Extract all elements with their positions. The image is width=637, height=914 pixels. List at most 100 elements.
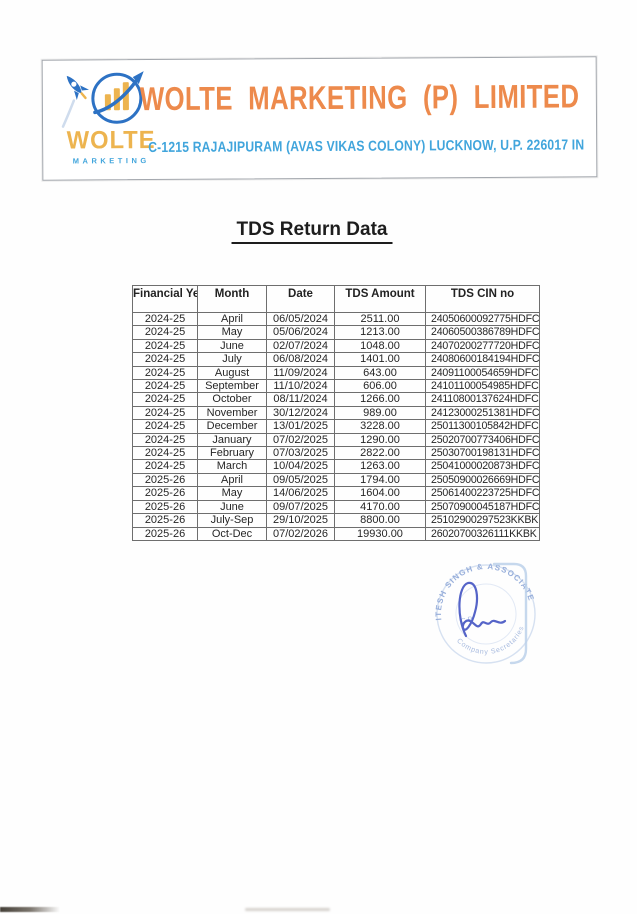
cell-tds-amount: 1794.00 bbox=[334, 472, 426, 488]
cell-tds-amount: 643.00 bbox=[334, 365, 426, 381]
cell-month: July-Sep bbox=[197, 513, 267, 528]
cell-financial-year: 2025-26 bbox=[132, 486, 198, 501]
table-row: 2024-25 April 06/05/2024 2511.00 24050600092… bbox=[132, 311, 540, 327]
cell-date: 07/02/2026 bbox=[266, 526, 335, 541]
cell-month: June bbox=[197, 338, 267, 354]
table-row: 2024-25 November 30/12/2024 989.00 241230002… bbox=[132, 405, 540, 421]
cell-financial-year: 2024-25 bbox=[132, 419, 198, 434]
cell-tds-amount: 8800.00 bbox=[334, 513, 426, 528]
cell-month: February bbox=[197, 446, 267, 461]
cell-month: March bbox=[197, 459, 267, 474]
cell-financial-year: 2024-25 bbox=[132, 352, 198, 367]
cell-financial-year: 2025-26 bbox=[132, 526, 198, 541]
cell-financial-year: 2024-25 bbox=[132, 459, 198, 474]
cell-tds-cin: 25070900045187HDFC bbox=[425, 499, 540, 515]
cell-tds-cin: 24070200277720HDFC bbox=[425, 338, 540, 354]
table-row: 2024-25 July 06/08/2024 1401.00 240806001841… bbox=[132, 352, 540, 367]
table-row: 2024-25 August 11/09/2024 643.00 24091100054… bbox=[132, 365, 540, 381]
cell-date: 13/01/2025 bbox=[266, 419, 335, 434]
cell-financial-year: 2024-25 bbox=[132, 379, 198, 394]
letterhead: WOLTE MARKETING WOLTE MARKETING (P) LIMI… bbox=[41, 56, 598, 181]
cell-month: May bbox=[197, 486, 267, 501]
table-row: 2025-26 Oct-Dec 07/02/2026 19930.00 26020700… bbox=[132, 526, 540, 541]
page-title: TDS Return Data bbox=[231, 219, 393, 244]
cell-tds-cin: 25030700198131HDFC bbox=[425, 446, 540, 461]
company-address: C-1215 RAJAJIPURAM (AVAS VIKAS COLONY) L… bbox=[148, 137, 585, 157]
company-name: WOLTE MARKETING (P) LIMITED bbox=[139, 77, 580, 118]
cell-financial-year: 2024-25 bbox=[132, 446, 198, 461]
cell-financial-year: 2024-25 bbox=[132, 365, 198, 381]
scan-smudge-left bbox=[0, 907, 60, 912]
cell-date: 30/12/2024 bbox=[266, 405, 335, 421]
sticker-corner-line bbox=[492, 562, 528, 665]
cell-date: 29/10/2025 bbox=[266, 513, 335, 528]
tds-table-body: 2024-25 April 06/05/2024 2511.00 24050600092… bbox=[132, 311, 540, 541]
cell-tds-amount: 2511.00 bbox=[334, 311, 426, 327]
cell-tds-amount: 19930.00 bbox=[334, 526, 426, 541]
cell-month: April bbox=[197, 472, 267, 488]
cell-date: 07/03/2025 bbox=[266, 446, 335, 461]
table-row: 2024-25 December 13/01/2025 3228.00 25011300… bbox=[132, 419, 540, 434]
table-row: 2025-26 June 09/07/2025 4170.00 250709000451… bbox=[132, 499, 540, 515]
cell-tds-cin: 25020700773406HDFC bbox=[425, 432, 540, 448]
table-row: 2024-25 September 11/10/2024 606.00 24101100… bbox=[132, 379, 540, 394]
cell-financial-year: 2024-25 bbox=[132, 432, 198, 448]
cell-tds-cin: 24091100054659HDFC bbox=[425, 365, 540, 381]
cell-tds-amount: 4170.00 bbox=[334, 499, 426, 515]
cell-date: 07/02/2025 bbox=[266, 432, 335, 448]
cell-date: 02/07/2024 bbox=[266, 338, 335, 354]
cell-tds-amount: 1401.00 bbox=[334, 352, 426, 367]
cell-financial-year: 2025-26 bbox=[132, 499, 198, 515]
company-logo: WOLTE MARKETING bbox=[53, 64, 166, 177]
cell-tds-cin: 25050900026669HDFC bbox=[425, 472, 540, 488]
header-date: Date bbox=[266, 285, 335, 313]
cell-tds-cin: 25011300105842HDFC bbox=[425, 419, 540, 434]
cell-financial-year: 2024-25 bbox=[132, 311, 198, 327]
cell-tds-cin: 25041000020873HDFC bbox=[425, 459, 540, 474]
cell-date: 06/05/2024 bbox=[266, 311, 335, 327]
cell-date: 11/10/2024 bbox=[266, 379, 335, 394]
logo-brand-text: WOLTE bbox=[66, 126, 156, 155]
cell-month: September bbox=[197, 379, 267, 394]
cell-tds-amount: 1266.00 bbox=[334, 392, 426, 407]
cell-date: 14/06/2025 bbox=[266, 486, 335, 501]
cell-tds-amount: 3228.00 bbox=[334, 419, 426, 434]
cell-tds-cin: 24123000251381HDFC bbox=[425, 405, 540, 421]
cell-month: July bbox=[197, 352, 267, 367]
cell-tds-cin: 25102900297523KKBK bbox=[425, 513, 540, 528]
table-row: 2024-25 February 07/03/2025 2822.00 25030700… bbox=[132, 446, 540, 461]
cell-financial-year: 2025-26 bbox=[132, 472, 198, 488]
cell-date: 10/04/2025 bbox=[266, 459, 335, 474]
cell-date: 05/06/2024 bbox=[266, 325, 335, 340]
cell-month: November bbox=[197, 405, 267, 421]
table-row: 2024-25 May 05/06/2024 1213.00 2406050038678… bbox=[132, 325, 540, 340]
cell-tds-cin: 24050600092775HDFC bbox=[425, 311, 540, 327]
cell-tds-amount: 1048.00 bbox=[334, 338, 426, 354]
cell-month: October bbox=[197, 392, 267, 407]
cell-month: Oct-Dec bbox=[197, 526, 267, 541]
rocket-growth-chart-icon bbox=[61, 71, 144, 128]
cell-date: 09/05/2025 bbox=[266, 472, 335, 488]
logo-tagline-text: MARKETING bbox=[72, 156, 150, 166]
cell-tds-amount: 989.00 bbox=[334, 405, 426, 421]
cell-tds-cin: 26020700326111KKBK bbox=[425, 526, 540, 541]
cell-financial-year: 2024-25 bbox=[132, 338, 198, 354]
cell-month: June bbox=[197, 499, 267, 515]
table-row: 2024-25 January 07/02/2025 1290.00 250207007… bbox=[132, 432, 540, 448]
cell-tds-amount: 1290.00 bbox=[334, 432, 426, 448]
cell-tds-cin: 24101100054985HDFC bbox=[425, 379, 540, 394]
table-row: 2024-25 June 02/07/2024 1048.00 240702002777… bbox=[132, 338, 540, 354]
cell-date: 11/09/2024 bbox=[266, 365, 335, 381]
header-month: Month bbox=[197, 285, 267, 313]
cell-financial-year: 2024-25 bbox=[132, 405, 198, 421]
cell-date: 09/07/2025 bbox=[266, 499, 335, 515]
cell-month: August bbox=[197, 365, 267, 381]
cell-tds-cin: 24080600184194HDFC bbox=[425, 352, 540, 367]
header-tds-cin: TDS CIN no bbox=[425, 285, 540, 313]
table-row: 2025-26 April 09/05/2025 1794.00 25050900026… bbox=[132, 472, 540, 488]
table-row: 2024-25 March 10/04/2025 1263.00 25041000020… bbox=[132, 459, 540, 474]
cell-date: 08/11/2024 bbox=[266, 392, 335, 407]
